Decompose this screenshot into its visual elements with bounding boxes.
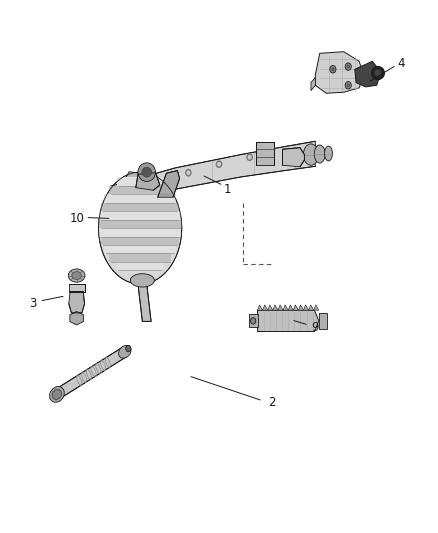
Polygon shape: [309, 305, 314, 310]
Polygon shape: [268, 305, 273, 310]
Text: 10: 10: [69, 212, 84, 225]
Ellipse shape: [331, 68, 335, 71]
Polygon shape: [249, 314, 258, 327]
Polygon shape: [99, 220, 182, 228]
Circle shape: [216, 161, 222, 167]
Polygon shape: [314, 305, 319, 310]
Polygon shape: [70, 311, 84, 325]
Polygon shape: [288, 305, 293, 310]
Polygon shape: [158, 171, 180, 197]
Polygon shape: [99, 211, 181, 220]
Text: 1: 1: [224, 183, 232, 196]
Polygon shape: [293, 305, 298, 310]
Ellipse shape: [138, 163, 155, 181]
Ellipse shape: [345, 82, 351, 89]
Polygon shape: [109, 254, 171, 262]
Ellipse shape: [72, 271, 81, 279]
Polygon shape: [138, 284, 151, 321]
Polygon shape: [101, 203, 180, 211]
Ellipse shape: [49, 386, 64, 402]
Ellipse shape: [52, 390, 62, 399]
Polygon shape: [55, 347, 127, 399]
Ellipse shape: [345, 63, 351, 70]
Circle shape: [218, 163, 220, 166]
Ellipse shape: [374, 69, 381, 77]
Polygon shape: [136, 173, 160, 190]
Polygon shape: [263, 305, 268, 310]
Polygon shape: [258, 305, 263, 310]
Circle shape: [186, 169, 191, 176]
Ellipse shape: [142, 167, 152, 177]
Polygon shape: [283, 305, 288, 310]
Ellipse shape: [131, 274, 154, 287]
Polygon shape: [104, 195, 176, 203]
Polygon shape: [298, 305, 304, 310]
Ellipse shape: [325, 146, 332, 161]
Text: 3: 3: [29, 297, 36, 310]
Polygon shape: [278, 305, 283, 310]
Ellipse shape: [330, 66, 336, 73]
Polygon shape: [110, 141, 315, 205]
Ellipse shape: [303, 144, 318, 165]
Ellipse shape: [99, 172, 182, 284]
Ellipse shape: [119, 345, 131, 358]
Ellipse shape: [126, 345, 131, 352]
Polygon shape: [69, 292, 85, 313]
Ellipse shape: [251, 318, 256, 324]
Polygon shape: [315, 52, 364, 93]
Ellipse shape: [371, 66, 385, 80]
Polygon shape: [114, 172, 151, 206]
Polygon shape: [117, 262, 163, 270]
Polygon shape: [101, 237, 180, 245]
Polygon shape: [104, 245, 176, 254]
Polygon shape: [319, 313, 327, 329]
Polygon shape: [273, 305, 278, 310]
Text: 2: 2: [268, 396, 276, 409]
Ellipse shape: [68, 269, 85, 282]
Circle shape: [247, 154, 252, 160]
Polygon shape: [311, 77, 315, 91]
Polygon shape: [69, 284, 85, 292]
Circle shape: [248, 156, 251, 159]
Polygon shape: [99, 228, 181, 237]
Text: 9: 9: [311, 321, 319, 334]
Polygon shape: [355, 61, 381, 87]
Polygon shape: [256, 142, 274, 165]
Circle shape: [187, 171, 190, 174]
Polygon shape: [304, 305, 309, 310]
Polygon shape: [283, 148, 304, 167]
Polygon shape: [109, 186, 171, 195]
Ellipse shape: [347, 84, 350, 87]
Polygon shape: [117, 177, 163, 186]
Polygon shape: [258, 310, 319, 332]
Text: 4: 4: [397, 58, 405, 70]
Ellipse shape: [314, 145, 325, 163]
Ellipse shape: [347, 65, 350, 68]
